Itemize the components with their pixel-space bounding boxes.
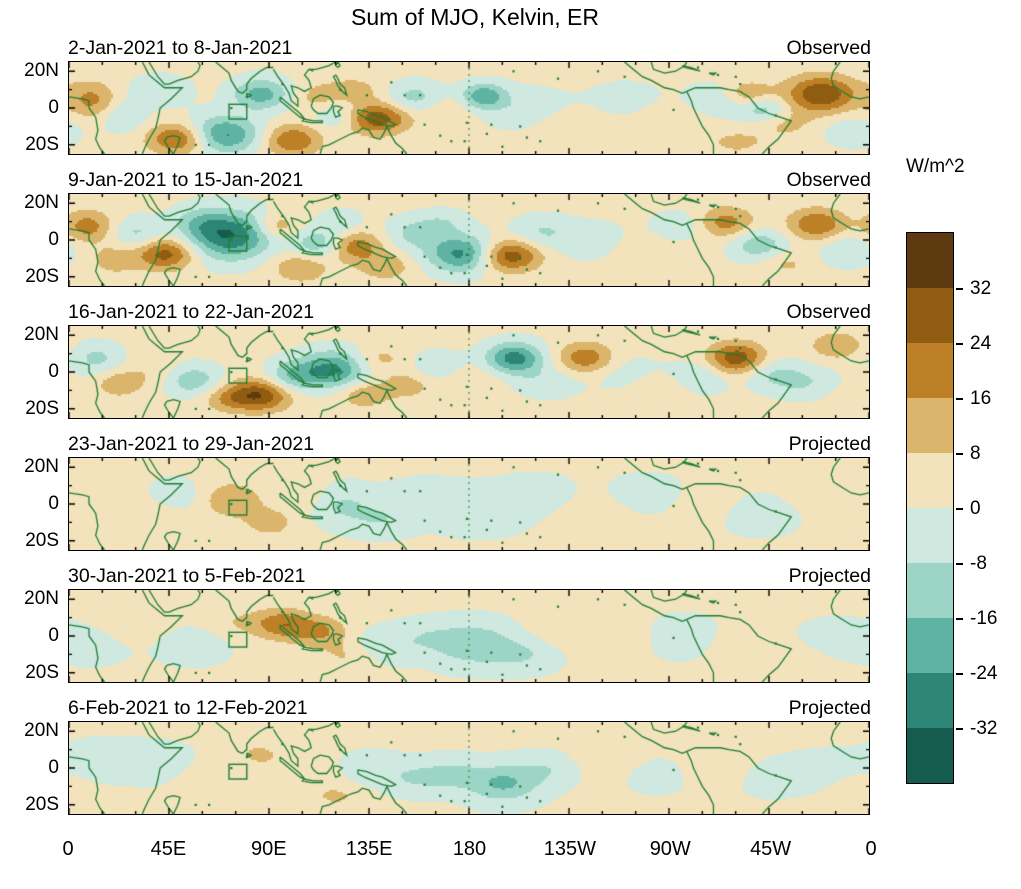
panel-status-label: Observed — [786, 37, 871, 59]
y-tick-label: 0 — [48, 625, 59, 646]
y-tick-label: 20S — [25, 398, 59, 419]
colorbar-tick-label: 24 — [970, 332, 992, 354]
colorbar-tick-mark — [956, 342, 963, 345]
panel-status-label: Projected — [788, 697, 871, 719]
panel-date-range: 6-Feb-2021 to 12-Feb-2021 — [68, 697, 308, 719]
panel-header: 16-Jan-2021 to 22-Jan-2021 Observed — [68, 300, 871, 325]
y-tick-label: 20S — [25, 662, 59, 683]
map-panel-6: 6-Feb-2021 to 12-Feb-2021 Projected 20N … — [0, 696, 871, 815]
map-panel-2: 9-Jan-2021 to 15-Jan-2021 Observed 20N 0… — [0, 168, 871, 287]
colorbar-unit-label: W/m^2 — [906, 156, 965, 177]
x-axis: 0 45E 90E 135E 180 135W 90W 45W 0 — [62, 836, 876, 864]
colorbar-cell — [907, 343, 953, 398]
colorbar-cell — [907, 233, 953, 288]
x-tick-label: 0 — [62, 838, 74, 860]
colorbar-cells — [906, 232, 954, 784]
x-tick-label: 135W — [543, 838, 596, 860]
colorbar-tick-mark — [956, 397, 963, 400]
y-axis-labels: 20N 0 20S — [0, 720, 68, 815]
colorbar-tick-mark — [956, 727, 963, 730]
map-canvas — [68, 325, 870, 419]
panel-date-range: 9-Jan-2021 to 15-Jan-2021 — [68, 169, 304, 191]
colorbar-cell — [907, 728, 953, 783]
x-tick-label: 0 — [865, 838, 877, 860]
y-tick-label: 0 — [48, 757, 59, 778]
x-tick-label: 45W — [750, 838, 792, 860]
y-axis-labels: 20N 0 20S — [0, 324, 68, 419]
y-tick-label: 20N — [24, 720, 59, 741]
map-canvas — [68, 61, 870, 155]
panel-date-range: 2-Jan-2021 to 8-Jan-2021 — [68, 37, 293, 59]
y-tick-label: 0 — [48, 229, 59, 250]
colorbar-tick-label: -16 — [970, 607, 998, 629]
map-canvas — [68, 589, 870, 683]
colorbar-cell — [907, 288, 953, 343]
panel-header: 2-Jan-2021 to 8-Jan-2021 Observed — [68, 36, 871, 61]
colorbar-tick-mark — [956, 507, 963, 510]
y-tick-label: 0 — [48, 97, 59, 118]
x-tick-label: 45E — [150, 838, 187, 860]
colorbar-tick-label: 0 — [970, 497, 981, 519]
colorbar-tick-mark — [956, 562, 963, 565]
panel-header: 9-Jan-2021 to 15-Jan-2021 Observed — [68, 168, 871, 193]
y-tick-label: 0 — [48, 361, 59, 382]
y-tick-label: 20S — [25, 266, 59, 287]
panel-header: 6-Feb-2021 to 12-Feb-2021 Projected — [68, 696, 871, 721]
y-tick-label: 20N — [24, 192, 59, 213]
x-tick-label: 90E — [250, 838, 287, 860]
y-tick-label: 20S — [25, 134, 59, 155]
map-canvas — [68, 193, 870, 287]
x-tick-label: 180 — [452, 838, 487, 860]
panel-date-range: 16-Jan-2021 to 22-Jan-2021 — [68, 301, 315, 323]
colorbar-cell — [907, 673, 953, 728]
colorbar-tick-mark — [956, 617, 963, 620]
colorbar-tick-label: 8 — [970, 442, 981, 464]
colorbar-tick-label: -8 — [970, 552, 987, 574]
colorbar-cell — [907, 563, 953, 618]
colorbar-cell — [907, 453, 953, 508]
y-tick-label: 0 — [48, 493, 59, 514]
colorbar-cell — [907, 398, 953, 453]
colorbar-tick-label: 16 — [970, 387, 992, 409]
y-tick-label: 20N — [24, 588, 59, 609]
panel-date-range: 30-Jan-2021 to 5-Feb-2021 — [68, 565, 306, 587]
y-axis-labels: 20N 0 20S — [0, 588, 68, 683]
y-tick-label: 20N — [24, 60, 59, 81]
colorbar-cell — [907, 618, 953, 673]
panel-header: 23-Jan-2021 to 29-Jan-2021 Projected — [68, 432, 871, 457]
y-tick-label: 20N — [24, 324, 59, 345]
colorbar-tick-label: -32 — [970, 717, 998, 739]
panel-date-range: 23-Jan-2021 to 29-Jan-2021 — [68, 433, 315, 455]
map-panel-1: 2-Jan-2021 to 8-Jan-2021 Observed 20N 0 … — [0, 36, 871, 155]
y-axis-labels: 20N 0 20S — [0, 60, 68, 155]
map-canvas — [68, 721, 870, 815]
y-tick-label: 20S — [25, 794, 59, 815]
map-panels: 2-Jan-2021 to 8-Jan-2021 Observed 20N 0 … — [0, 36, 871, 828]
colorbar-tick-label: -24 — [970, 662, 998, 684]
map-panel-4: 23-Jan-2021 to 29-Jan-2021 Projected 20N… — [0, 432, 871, 551]
figure-title: Sum of MJO, Kelvin, ER — [351, 4, 599, 30]
colorbar: W/m^2 32 24 16 8 0 -8 -16 -24 -32 — [906, 156, 1016, 784]
panel-status-label: Observed — [786, 301, 871, 323]
panel-status-label: Observed — [786, 169, 871, 191]
colorbar-tick-mark — [956, 452, 963, 455]
panel-status-label: Projected — [788, 433, 871, 455]
map-panel-3: 16-Jan-2021 to 22-Jan-2021 Observed 20N … — [0, 300, 871, 419]
y-tick-label: 20S — [25, 530, 59, 551]
colorbar-cell — [907, 508, 953, 563]
x-tick-label: 90W — [649, 838, 691, 860]
colorbar-tick-mark — [956, 287, 963, 290]
colorbar-tick-mark — [956, 672, 963, 675]
y-axis-labels: 20N 0 20S — [0, 192, 68, 287]
map-canvas — [68, 457, 870, 551]
x-tick-label: 135E — [345, 838, 393, 860]
y-tick-label: 20N — [24, 456, 59, 477]
panel-header: 30-Jan-2021 to 5-Feb-2021 Projected — [68, 564, 871, 589]
y-axis-labels: 20N 0 20S — [0, 456, 68, 551]
map-panel-5: 30-Jan-2021 to 5-Feb-2021 Projected 20N … — [0, 564, 871, 683]
colorbar-tick-label: 32 — [970, 277, 992, 299]
panel-status-label: Projected — [788, 565, 871, 587]
